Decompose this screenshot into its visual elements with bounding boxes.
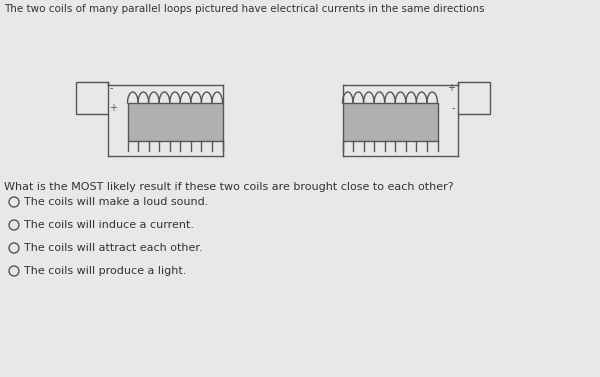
Bar [76, 82, 107, 114]
Text: What is the MOST likely result if these two coils are brought close to each othe: What is the MOST likely result if these … [4, 182, 454, 192]
Text: +: + [110, 103, 118, 113]
Bar [458, 82, 490, 114]
Text: -: - [110, 83, 113, 93]
Text: The coils will attract each other.: The coils will attract each other. [24, 243, 203, 253]
Bar [343, 103, 437, 141]
Text: The coils will induce a current.: The coils will induce a current. [24, 220, 194, 230]
Bar [128, 103, 223, 141]
Text: +: + [448, 83, 455, 93]
Text: The coils will make a loud sound.: The coils will make a loud sound. [24, 197, 208, 207]
Text: -: - [452, 103, 455, 113]
Text: The two coils of many parallel loops pictured have electrical currents in the sa: The two coils of many parallel loops pic… [4, 4, 485, 14]
Text: The coils will produce a light.: The coils will produce a light. [24, 266, 187, 276]
